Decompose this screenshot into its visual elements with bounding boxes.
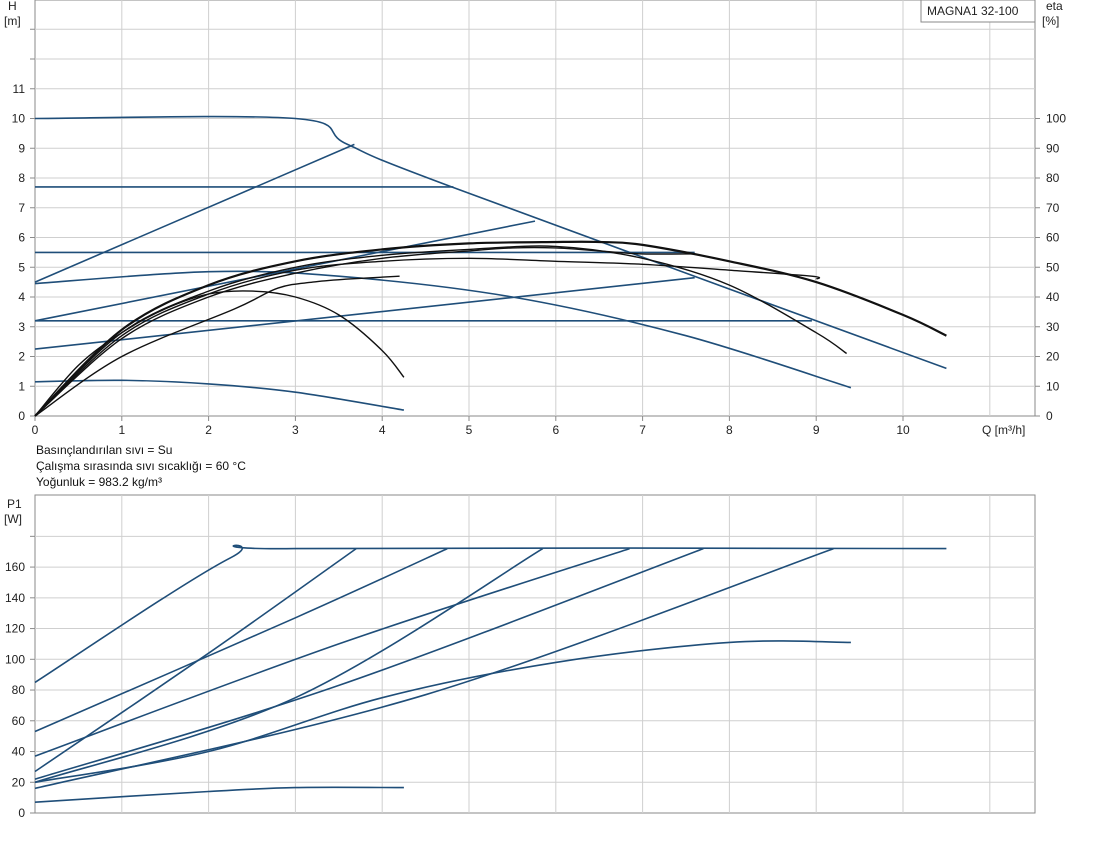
model-label: MAGNA1 32-100: [927, 4, 1019, 18]
power-curve-3: [34, 547, 544, 784]
y2-tick-label: 70: [1046, 201, 1060, 215]
y2-tick-label: 0: [1046, 409, 1053, 423]
p1-tick-label: 100: [5, 652, 25, 666]
y2-tick-label: 80: [1046, 171, 1060, 185]
fluid-info-line-1: Basınçlandırılan sıvı = Su: [36, 443, 172, 457]
x-tick-label: 0: [32, 423, 39, 437]
y-tick-label: 2: [18, 350, 25, 364]
efficiency-curve-14: [34, 246, 695, 417]
y-tick-label: 7: [18, 201, 25, 215]
efficiency-curve-6: [34, 143, 355, 283]
y-tick-label: 11: [13, 82, 26, 96]
efficiency-curve-11: [34, 240, 947, 417]
y2-axis-unit: [%]: [1042, 14, 1059, 28]
y2-tick-label: 100: [1046, 112, 1066, 126]
y2-tick-label: 50: [1046, 260, 1060, 274]
x-tick-label: 2: [205, 423, 212, 437]
p1-tick-label: 20: [12, 775, 26, 789]
y-tick-label: 5: [18, 260, 25, 274]
efficiency-curve-7: [34, 220, 536, 322]
x-tick-label: 8: [726, 423, 733, 437]
x-tick-label: 5: [466, 423, 473, 437]
p1-tick-label: 160: [5, 560, 25, 574]
efficiency-curve-12: [34, 257, 821, 417]
y-tick-label: 10: [12, 112, 26, 126]
y-tick-label: 4: [18, 290, 25, 304]
top-chart: 0 1 2 3 4 5 6 7 8 9 10 11 0 10 20 30 40 50 60 70 80 90 100 0 1 2 3…: [4, 0, 1066, 437]
y-tick-label: 9: [18, 141, 25, 155]
head-curve-0: [34, 115, 947, 370]
y-tick-label: 6: [18, 231, 25, 245]
efficiency-curve-8: [34, 276, 695, 350]
power-curve-0: [34, 544, 947, 684]
p1-tick-label: 0: [18, 806, 25, 820]
p1-tick-label: 40: [12, 745, 26, 759]
y2-tick-label: 10: [1046, 379, 1060, 393]
power-curve-2: [34, 547, 448, 733]
y2-tick-label: 60: [1046, 231, 1060, 245]
p1-tick-label: 140: [5, 591, 25, 605]
power-curve-8: [34, 786, 404, 803]
x-tick-label: 1: [118, 423, 125, 437]
fluid-info-line-2: Çalışma sırasında sıvı sıcaklığı = 60 °C: [36, 459, 246, 473]
bottom-chart: 0 20 40 60 80 100 120 140 160 P1 [W]: [4, 494, 1036, 820]
y-tick-label: 3: [18, 320, 25, 334]
efficiency-curve-10: [34, 245, 847, 417]
head-curve-4: [34, 270, 852, 389]
x-tick-label: 9: [813, 423, 820, 437]
p1-tick-label: 120: [5, 622, 25, 636]
y-axis-label: H: [8, 0, 17, 13]
p1-axis-unit: [W]: [4, 512, 22, 526]
y2-tick-label: 40: [1046, 290, 1060, 304]
y-axis-unit: [m]: [4, 14, 21, 28]
head-curve-5: [34, 379, 405, 411]
y-tick-label: 0: [18, 409, 25, 423]
x-axis-label: Q [m³/h]: [982, 423, 1025, 437]
y2-tick-label: 20: [1046, 350, 1060, 364]
p1-axis-label: P1: [7, 497, 22, 511]
y2-tick-label: 30: [1046, 320, 1060, 334]
fluid-info-line-3: Yoğunluk = 983.2 kg/m³: [36, 475, 162, 489]
x-tick-label: 7: [639, 423, 646, 437]
model-label-box: MAGNA1 32-100: [920, 0, 1036, 23]
x-tick-label: 4: [379, 423, 386, 437]
power-curve-1: [34, 547, 357, 773]
x-tick-label: 6: [552, 423, 559, 437]
y2-tick-label: 90: [1046, 141, 1060, 155]
efficiency-curve-9: [34, 290, 405, 417]
y-tick-label: 8: [18, 171, 25, 185]
y2-axis-label: eta: [1046, 0, 1063, 13]
power-curve-7: [34, 640, 851, 784]
x-tick-label: 10: [896, 423, 910, 437]
y-tick-label: 1: [18, 379, 25, 393]
p1-tick-label: 60: [12, 714, 26, 728]
fluid-info: Basınçlandırılan sıvı = Su Çalışma sıras…: [36, 443, 246, 489]
bottom-plot-area: [34, 494, 1036, 814]
power-curve-5: [34, 547, 704, 780]
p1-tick-label: 80: [12, 683, 26, 697]
power-curve-4: [34, 547, 630, 757]
efficiency-curve-13: [34, 275, 400, 417]
x-tick-label: 3: [292, 423, 299, 437]
